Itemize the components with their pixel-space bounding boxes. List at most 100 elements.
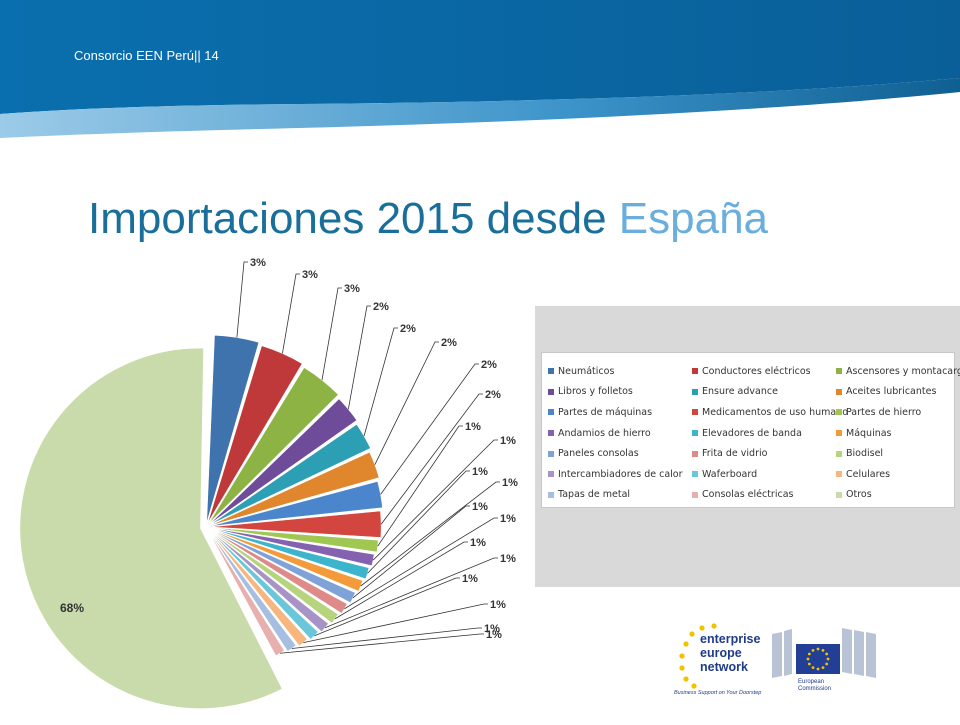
pie-label-ensure-advance: 2% bbox=[400, 323, 416, 335]
pie-slice-frita-de-vidrio bbox=[209, 528, 348, 614]
ec-line-2: Commission bbox=[798, 686, 832, 692]
legend-swatch bbox=[548, 430, 554, 437]
pie-leader-partes-de-maquinas bbox=[380, 363, 479, 495]
pie-label-libros-y-folletos: 2% bbox=[373, 301, 389, 313]
legend-item-ensure-advance: Ensure advance bbox=[692, 382, 836, 403]
een-line-1: enterprise bbox=[700, 632, 761, 646]
pie-leader-medicamentos-de-uso-humano bbox=[380, 393, 483, 525]
legend-label: Conductores eléctricos bbox=[702, 365, 811, 377]
pie-leader-libros-y-folletos bbox=[347, 305, 371, 410]
legend-label: Partes de máquinas bbox=[558, 406, 653, 418]
pie-slice-celulares bbox=[208, 529, 308, 647]
pie-slice-biodisel bbox=[209, 529, 339, 624]
legend-item-elevadores-de-banda: Elevadores de banda bbox=[692, 423, 836, 444]
pie-label-ascensores-y-montacargas: 3% bbox=[344, 283, 360, 295]
legend-label: Partes de hierro bbox=[846, 406, 922, 418]
ec-wordmark: European Commission bbox=[798, 679, 831, 693]
footer-logos: enterprise europe network Business Suppo… bbox=[670, 620, 900, 710]
eu-star-icon bbox=[811, 648, 815, 652]
legend-swatch bbox=[548, 491, 554, 498]
header-text: Consorcio EEN Perú|| 14 bbox=[74, 48, 219, 63]
pie-slice-paneles-consolas bbox=[209, 528, 356, 604]
pie-label-andamios-de-hierro: 1% bbox=[500, 435, 516, 447]
legend-label: Neumáticos bbox=[558, 365, 615, 377]
legend-label: Andamios de hierro bbox=[558, 427, 651, 439]
legend-label: Consolas eléctricas bbox=[702, 489, 794, 501]
legend-item-medicamentos-de-uso-humano: Medicamentos de uso humano bbox=[692, 402, 848, 423]
eu-star-icon bbox=[825, 662, 829, 666]
legend-swatch bbox=[548, 450, 554, 457]
pie-label-medicamentos-de-uso-humano: 2% bbox=[485, 389, 501, 401]
pie-leader-neumaticos bbox=[236, 261, 248, 338]
legend-swatch bbox=[692, 409, 698, 416]
legend-label: Aceites lubricantes bbox=[846, 386, 937, 398]
legend-item-biodisel: Biodisel bbox=[836, 443, 956, 464]
legend-item-tapas-de-metal: Tapas de metal bbox=[548, 485, 692, 506]
pie-chart-panel: 68% 3% 3% 3% 2% 2% 2% 2% 2% 1% 1% 1% 1% 1% 1% 1% 1% 1% 1% 1… bbox=[0, 240, 535, 720]
legend-swatch bbox=[836, 491, 842, 498]
legend-label: Libros y folletos bbox=[558, 386, 633, 398]
pie-chart: 68%3%3%3%2%2%2%2%2%1%1%1%1%1%1%1%1%1%1%1… bbox=[20, 257, 518, 709]
legend-swatch bbox=[692, 450, 698, 457]
legend-label: Ensure advance bbox=[702, 386, 778, 398]
ec-building-icon bbox=[772, 628, 876, 678]
legend-label: Tapas de metal bbox=[558, 489, 631, 501]
legend-label: Elevadores de banda bbox=[702, 427, 802, 439]
legend-swatch bbox=[692, 388, 698, 395]
legend-swatch bbox=[548, 388, 554, 395]
legend-swatch bbox=[692, 491, 698, 498]
pie-label-consolas-electricas: 1% bbox=[486, 629, 502, 641]
title-accent: España bbox=[618, 194, 769, 243]
pie-leader-ensure-advance bbox=[363, 327, 398, 437]
pie-label-aceites-lubricantes: 2% bbox=[441, 337, 457, 349]
pie-label-intercambiadores-de-calor: 1% bbox=[500, 553, 516, 565]
legend-label: Intercambiadores de calor bbox=[558, 468, 683, 480]
legend-item-frita-de-vidrio: Frita de vidrio bbox=[692, 443, 836, 464]
legend-label: Medicamentos de uso humano bbox=[702, 406, 849, 418]
pie-label-frita-de-vidrio: 1% bbox=[500, 513, 516, 525]
ec-line-1: European bbox=[798, 679, 825, 685]
pie-label-waferboard: 1% bbox=[462, 573, 478, 585]
pie-slice-andamios-de-hierro bbox=[209, 527, 375, 567]
pie-leader-conductores-electricos bbox=[282, 273, 300, 354]
pie-label-partes-de-maquinas: 2% bbox=[481, 359, 497, 371]
legend-item-libros-y-folletos: Libros y folletos bbox=[548, 382, 692, 403]
legend-item-ascensores-y-montacargas: Ascensores y montacargas bbox=[836, 361, 960, 382]
legend-label: Celulares bbox=[846, 468, 891, 480]
pie-label-maquinas: 1% bbox=[502, 477, 518, 489]
legend-item-neumaticos: Neumáticos bbox=[548, 361, 692, 382]
pie-label-partes-de-hierro: 1% bbox=[465, 421, 481, 433]
een-logo: enterprise europe network Business Suppo… bbox=[670, 620, 770, 710]
een-wordmark: enterprise europe network bbox=[700, 632, 760, 674]
eu-star-icon bbox=[807, 662, 811, 666]
legend-label: Máquinas bbox=[846, 427, 892, 439]
legend-swatch bbox=[836, 450, 842, 457]
legend-swatch bbox=[692, 471, 698, 478]
pie-leader-tapas-de-metal bbox=[291, 627, 482, 649]
eu-star-icon bbox=[821, 648, 825, 652]
pie-leader-paneles-consolas bbox=[352, 505, 470, 599]
pie-label-neumaticos: 3% bbox=[250, 257, 266, 269]
legend-label: Paneles consolas bbox=[558, 448, 639, 460]
eu-star-icon bbox=[811, 666, 815, 670]
pie-label-celulares: 1% bbox=[490, 599, 506, 611]
pie-label-tapas-de-metal: 1% bbox=[484, 623, 500, 635]
legend-item-aceites-lubricantes: Aceites lubricantes bbox=[836, 382, 956, 403]
legend-label: Frita de vidrio bbox=[702, 448, 768, 460]
slide-title: Importaciones 2015 desde España bbox=[88, 194, 768, 244]
legend-swatch bbox=[548, 471, 554, 478]
eu-star-icon bbox=[816, 647, 820, 651]
legend-swatch bbox=[692, 368, 698, 375]
pie-leader-partes-de-hierro bbox=[377, 425, 463, 547]
pie-leader-elevadores-de-banda bbox=[367, 470, 470, 574]
pie-label-elevadores-de-banda: 1% bbox=[472, 466, 488, 478]
legend-swatch bbox=[836, 409, 842, 416]
pie-leader-maquinas bbox=[360, 481, 500, 587]
legend-item-intercambiadores-de-calor: Intercambiadores de calor bbox=[548, 464, 692, 485]
pie-label-paneles-consolas: 1% bbox=[472, 501, 488, 513]
pie-leader-consolas-electricas bbox=[280, 633, 484, 654]
legend-swatch bbox=[836, 430, 842, 437]
legend-swatch bbox=[836, 368, 842, 375]
pie-label-biodisel: 1% bbox=[470, 537, 486, 549]
legend-item-otros: Otros bbox=[836, 485, 956, 506]
